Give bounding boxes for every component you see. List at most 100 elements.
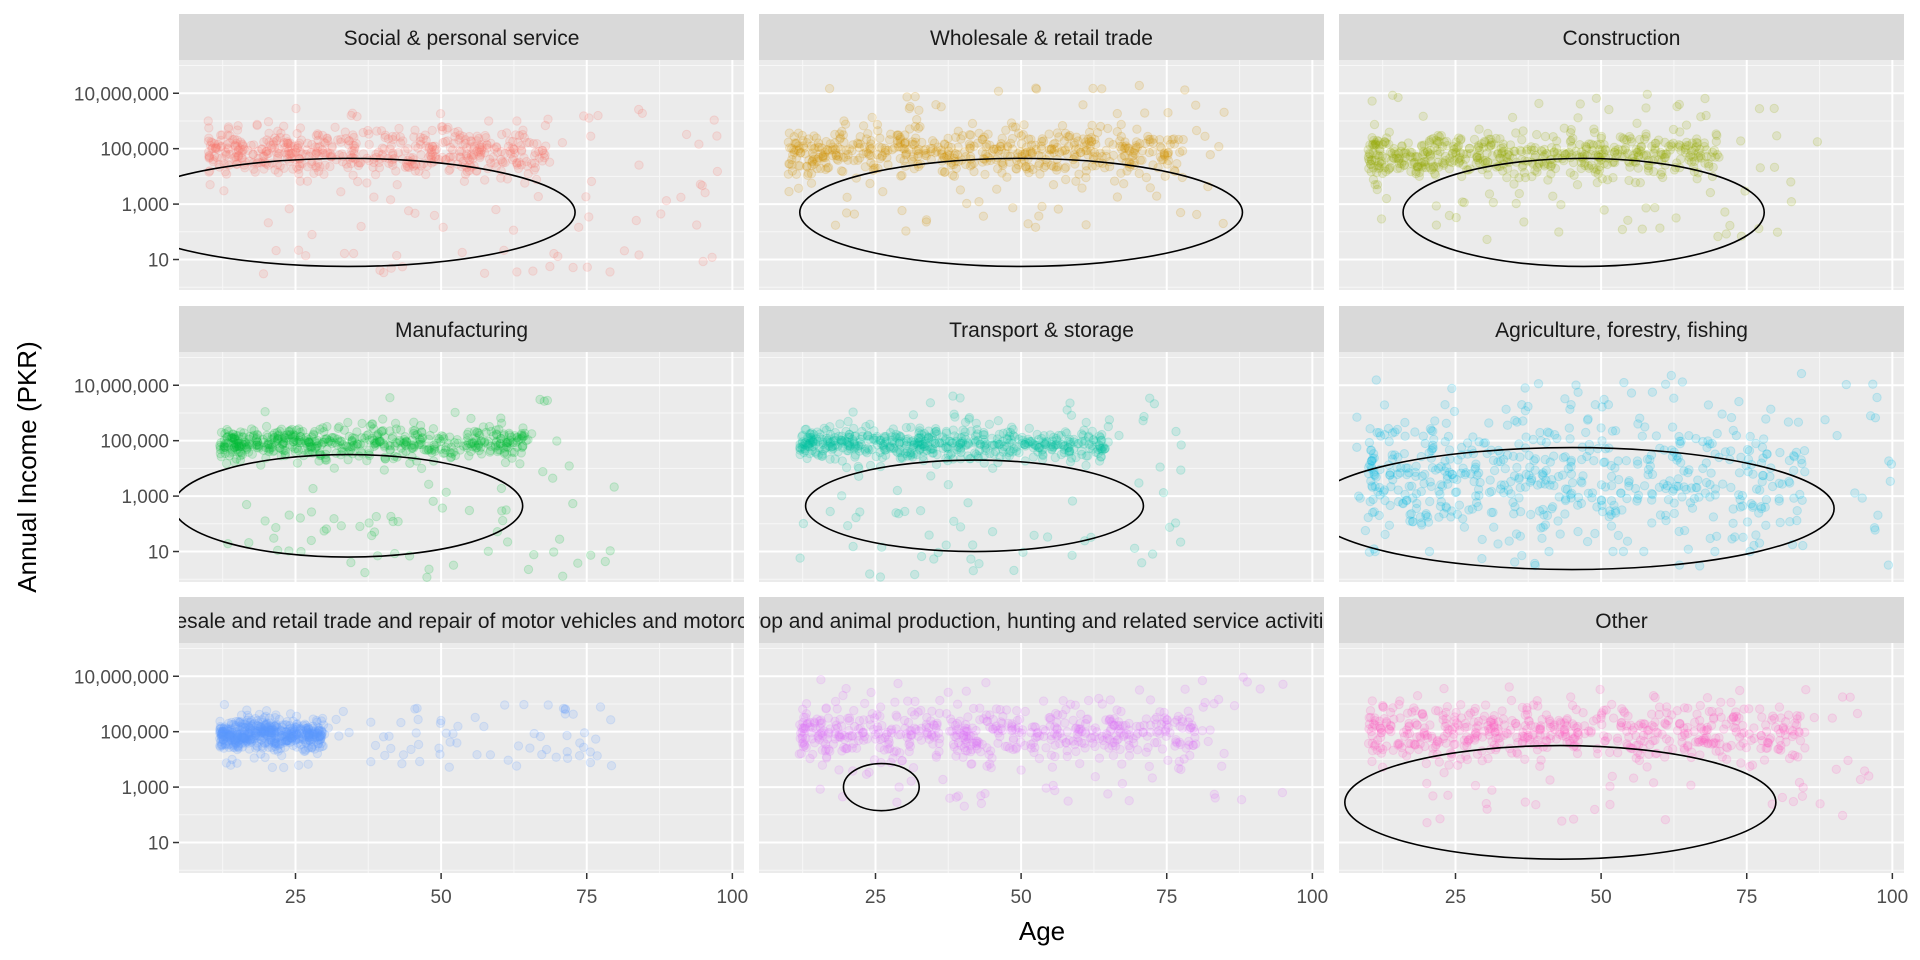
data-point	[972, 429, 983, 439]
data-point	[533, 191, 543, 202]
data-point	[1374, 151, 1385, 162]
data-point	[252, 119, 262, 130]
data-point	[966, 554, 976, 564]
data-point	[436, 122, 447, 132]
data-point	[1020, 456, 1030, 466]
data-point	[466, 152, 477, 162]
data-point	[1602, 175, 1613, 185]
data-point	[953, 433, 963, 443]
data-point	[343, 455, 353, 465]
data-point	[347, 442, 357, 452]
data-point	[1612, 149, 1623, 159]
data-point	[336, 187, 346, 197]
data-point	[549, 547, 559, 557]
data-point	[1557, 470, 1568, 480]
data-point	[954, 442, 964, 453]
data-point	[1486, 486, 1497, 497]
data-point	[529, 165, 539, 175]
data-point	[885, 428, 896, 438]
data-point	[1728, 504, 1738, 514]
data-point	[887, 145, 897, 155]
data-point	[1439, 137, 1450, 147]
data-point	[883, 727, 893, 738]
data-point	[1384, 127, 1395, 137]
data-point	[1408, 516, 1418, 527]
data-point	[454, 135, 464, 145]
data-point	[1461, 468, 1471, 478]
data-point	[452, 435, 462, 445]
data-point	[470, 712, 480, 723]
data-point	[827, 145, 838, 155]
data-point	[333, 135, 343, 145]
data-point	[233, 152, 243, 162]
data-point	[242, 444, 252, 455]
data-point	[1409, 158, 1419, 168]
data-point	[496, 433, 506, 444]
data-point	[407, 443, 418, 453]
data-point	[1423, 512, 1433, 522]
data-point	[306, 147, 316, 158]
data-point	[502, 449, 512, 459]
data-point	[502, 537, 513, 547]
data-point	[1536, 479, 1546, 489]
facet-panel: Manufacturing	[179, 306, 744, 582]
data-point	[1378, 487, 1389, 497]
data-point	[1470, 462, 1481, 472]
data-point	[259, 137, 269, 147]
data-point	[282, 717, 292, 727]
data-point	[294, 161, 305, 171]
data-point	[291, 435, 301, 445]
data-point	[1092, 128, 1103, 138]
data-point	[310, 443, 320, 453]
data-point	[295, 427, 305, 437]
data-point	[1067, 550, 1077, 560]
data-point	[1145, 393, 1155, 403]
data-point	[1081, 146, 1091, 156]
data-point	[1500, 464, 1511, 474]
data-point	[262, 149, 272, 159]
data-point	[927, 444, 938, 454]
data-point	[1639, 151, 1649, 161]
data-point	[475, 142, 485, 153]
data-point	[1160, 171, 1170, 182]
data-point	[221, 458, 232, 469]
data-point	[1761, 494, 1772, 505]
data-point	[1684, 155, 1694, 165]
data-point	[372, 126, 382, 136]
data-point	[437, 152, 448, 163]
data-point	[900, 448, 910, 459]
data-point	[861, 147, 872, 157]
data-point	[453, 721, 463, 731]
data-point	[1676, 458, 1686, 468]
data-point	[257, 741, 267, 751]
data-point	[791, 139, 801, 149]
data-point	[830, 432, 840, 443]
data-point	[849, 209, 860, 219]
data-point	[229, 442, 240, 452]
data-point	[1366, 445, 1377, 455]
data-point	[496, 147, 507, 157]
data-point	[955, 445, 966, 455]
data-point	[1499, 146, 1509, 157]
data-point	[285, 150, 295, 160]
data-point	[1430, 142, 1440, 153]
data-point	[360, 567, 370, 578]
data-point	[513, 741, 524, 751]
data-point	[385, 393, 395, 403]
data-point	[1549, 451, 1559, 461]
data-point	[1183, 706, 1194, 716]
data-point	[1598, 148, 1609, 159]
data-point	[1582, 451, 1592, 462]
data-point	[1498, 139, 1508, 149]
data-point	[1427, 165, 1437, 175]
data-point	[787, 166, 798, 176]
data-point	[899, 715, 910, 726]
data-point	[891, 508, 901, 518]
data-point	[416, 463, 427, 474]
data-point	[795, 445, 805, 455]
data-point	[1683, 544, 1694, 554]
data-point	[1673, 474, 1684, 484]
data-point	[1668, 138, 1679, 148]
data-point	[564, 461, 574, 471]
data-point	[1026, 140, 1037, 150]
